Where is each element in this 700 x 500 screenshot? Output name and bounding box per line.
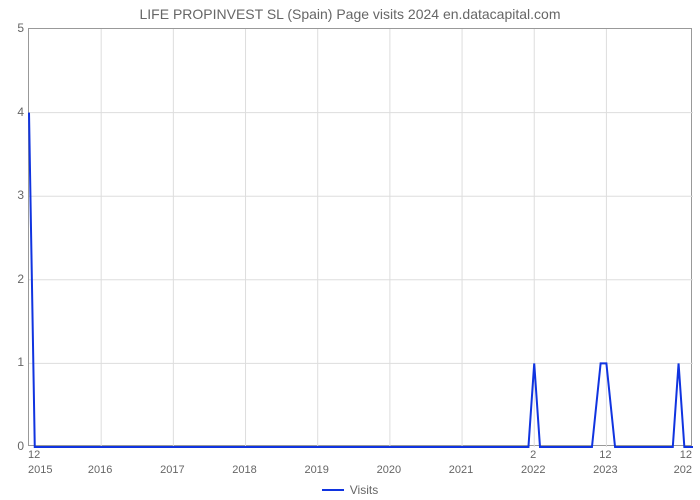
x-tick-label: 2021 xyxy=(449,464,473,476)
chart-svg xyxy=(29,29,693,447)
x-tick-label: 2017 xyxy=(160,464,184,476)
x-tick-label: 2020 xyxy=(377,464,401,476)
data-point-label: 12 xyxy=(680,449,692,461)
legend-label: Visits xyxy=(350,483,378,497)
legend-swatch xyxy=(322,489,344,491)
x-tick-label: 2015 xyxy=(28,464,52,476)
x-tick-label: 202 xyxy=(674,464,692,476)
x-tick-label: 2022 xyxy=(521,464,545,476)
data-point-label: 12 xyxy=(599,449,611,461)
y-tick-label: 2 xyxy=(17,272,24,286)
chart-container: { "chart": { "type": "line", "title": "L… xyxy=(0,0,700,500)
chart-title: LIFE PROPINVEST SL (Spain) Page visits 2… xyxy=(0,6,700,22)
x-tick-label: 2016 xyxy=(88,464,112,476)
y-tick-label: 5 xyxy=(17,21,24,35)
y-tick-label: 0 xyxy=(17,439,24,453)
data-point-label: 12 xyxy=(28,449,40,461)
y-tick-label: 1 xyxy=(17,355,24,369)
x-tick-label: 2018 xyxy=(232,464,256,476)
data-point-label: 2 xyxy=(530,449,536,461)
x-tick-label: 2023 xyxy=(593,464,617,476)
x-tick-label: 2019 xyxy=(304,464,328,476)
plot-area xyxy=(28,28,692,446)
legend: Visits xyxy=(0,482,700,497)
y-tick-label: 3 xyxy=(17,188,24,202)
y-tick-label: 4 xyxy=(17,105,24,119)
